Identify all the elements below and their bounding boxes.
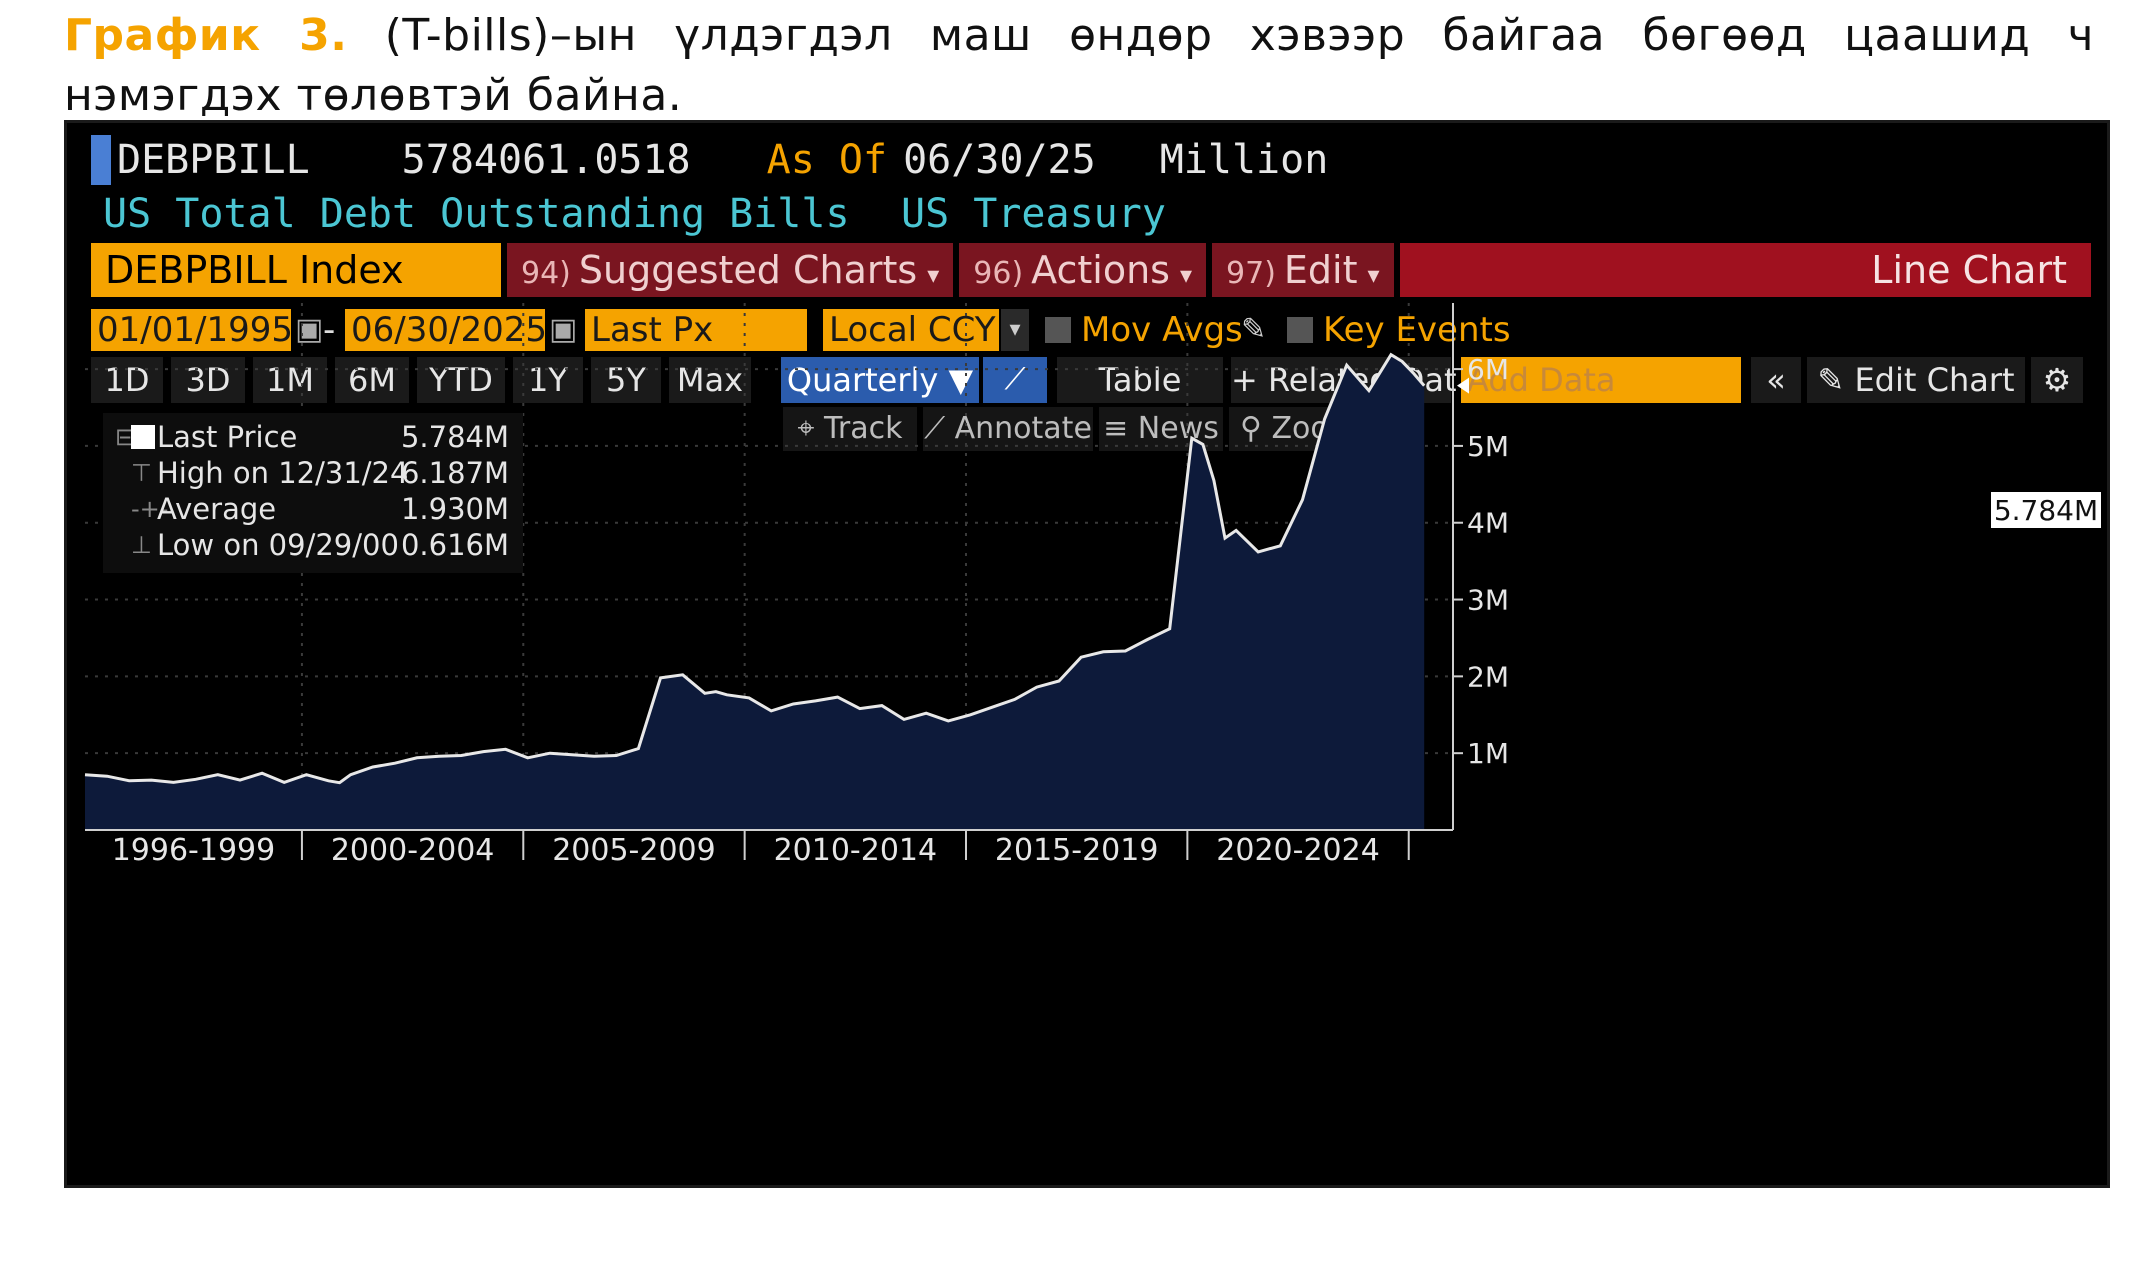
legend-row-high: ⊤ High on 12/31/24 6.187M — [115, 455, 515, 491]
edit-button[interactable]: 97) Edit ▾ — [1212, 243, 1394, 297]
chart-type-label: Line Chart — [1399, 243, 2091, 297]
suggested-label: Suggested Charts — [578, 248, 918, 292]
series-area — [85, 354, 1425, 830]
date-dash: - — [323, 310, 336, 350]
legend-low-label: Low on 09/29/00 — [157, 528, 399, 562]
period-max[interactable]: Max — [669, 357, 751, 403]
edit-chart-button[interactable]: ✎ Edit Chart — [1807, 357, 2025, 403]
add-data-input[interactable]: Add Data — [1461, 357, 1741, 403]
x-tick-label: 2000-2004 — [331, 833, 495, 868]
terminal-window: DEBPBILL 5784061.0518 As Of 06/30/25 Million… — [64, 120, 2110, 1188]
period-6m[interactable]: 6M — [335, 357, 409, 403]
last-value-marker — [1457, 377, 1469, 394]
series-description: US Total Debt Outstanding Bills — [103, 191, 850, 237]
caption-text: (T-bills)–ын үлдэгдэл маш өндөр хэвээр б… — [64, 10, 2094, 121]
chart-plot: 1M 2M 3M 4M 5M 6M 1996-1999 2000-2004 2005-2009 2… — [84, 303, 1509, 868]
calendar-icon[interactable]: ▣ — [549, 312, 578, 347]
y-tick-label: 2M — [1467, 660, 1509, 693]
last-value: 5784061.0518 — [401, 137, 691, 183]
period-5y[interactable]: 5Y — [591, 357, 661, 403]
period-ytd[interactable]: YTD — [417, 357, 505, 403]
security-header: DEBPBILL 5784061.0518 As Of 06/30/25 Million — [91, 135, 1328, 185]
x-tick-label: 2010-2014 — [774, 833, 938, 868]
period-1y[interactable]: 1Y — [513, 357, 583, 403]
legend-last-label: Last Price — [157, 420, 298, 454]
figure-caption: График 3. (T-bills)–ын үлдэгдэл маш өндө… — [64, 6, 2094, 126]
actions-num: 96) — [973, 256, 1024, 291]
edit-num: 97) — [1226, 256, 1276, 291]
caret-down-icon: ▾ — [927, 261, 940, 289]
y-tick-label: 1M — [1467, 737, 1509, 770]
track-button[interactable]: ⌖ Track — [783, 407, 917, 451]
period-bar: 1D 3D 1M 6M YTD 1Y 5Y Max Quarterly ▼ ⟋ … — [91, 357, 2101, 403]
annotate-button[interactable]: ⟋ Annotate — [923, 407, 1093, 451]
legend-high-label: High on 12/31/24 — [157, 456, 409, 490]
mov-avgs-label: Mov Avgs — [1081, 310, 1243, 350]
ticker-field[interactable]: DEBPBILL Index — [91, 243, 501, 297]
period-1m[interactable]: 1M — [253, 357, 327, 403]
y-tick-label: 5M — [1467, 430, 1509, 463]
x-tick-label: 1996-1999 — [112, 833, 276, 868]
series-line — [84, 352, 1426, 785]
as-of-date: 06/30/25 — [903, 137, 1096, 183]
legend-average-value: 1.930M — [400, 492, 509, 526]
news-button[interactable]: ≡ News — [1099, 407, 1223, 451]
y-tick-label: 3M — [1467, 584, 1509, 617]
actions-label: Actions — [1031, 248, 1170, 292]
dropdown-arrow-icon[interactable]: ▾ — [1001, 309, 1029, 351]
x-tick-label: 2020-2024 — [1216, 833, 1380, 868]
caret-down-icon: ▾ — [1367, 261, 1380, 289]
collapse-icon[interactable]: « — [1751, 357, 1801, 403]
series-source: US Treasury — [901, 191, 1166, 237]
edit-label: Edit — [1283, 248, 1358, 292]
caret-down-icon: ▾ — [1179, 261, 1193, 289]
pencil-icon[interactable]: ✎ — [1241, 312, 1267, 347]
currency-select[interactable]: Local CCY — [823, 309, 999, 351]
line-chart-icon[interactable]: ⟋ — [983, 357, 1047, 403]
last-value-tag: 5.784M — [1990, 491, 2102, 529]
actions-button[interactable]: 96) Actions ▾ — [959, 243, 1207, 297]
start-date-input[interactable]: 01/01/1995 — [91, 309, 293, 351]
function-toolbar: DEBPBILL Index 94) Suggested Charts ▾ 96) A… — [91, 243, 2091, 297]
calendar-icon[interactable]: ▣ — [295, 312, 324, 347]
suggested-charts-button[interactable]: 94) Suggested Charts ▾ — [507, 243, 954, 297]
y-tick-label: 4M — [1467, 507, 1509, 540]
legend-row-average: -+- Average 1.930M — [115, 491, 515, 527]
key-events-checkbox[interactable] — [1287, 317, 1313, 343]
unit-label: Million — [1159, 137, 1329, 183]
period-3d[interactable]: 3D — [171, 357, 245, 403]
as-of-label: As Of — [766, 137, 888, 183]
collapse-toggle-icon[interactable]: ⊟ — [115, 423, 136, 451]
x-tick-label: 2015-2019 — [995, 833, 1159, 868]
axes: 1M 2M 3M 4M 5M 6M 1996-1999 2000-2004 2005-2009 2… — [85, 303, 1509, 868]
x-tick-label: 2005-2009 — [552, 833, 716, 868]
legend-low-value: 0.616M — [400, 528, 509, 562]
legend-row-low: ⊥ Low on 09/29/00 0.616M — [115, 527, 515, 563]
chart-legend: ⊟ Last Price 5.784M ⊤ High on 12/31/24 6.187… — [103, 413, 523, 573]
low-marker-icon: ⊥ — [131, 531, 152, 559]
key-events-label: Key Events — [1323, 310, 1511, 350]
ticker-code: DEBPBILL — [117, 137, 310, 183]
header-color-block — [91, 135, 111, 185]
mov-avgs-checkbox[interactable] — [1045, 317, 1071, 343]
end-date-input[interactable]: 06/30/2025 — [345, 309, 547, 351]
legend-last-value: 5.784M — [400, 420, 509, 454]
suggested-num: 94) — [521, 256, 571, 291]
legend-row-last: ⊟ Last Price 5.784M — [115, 419, 515, 455]
high-marker-icon: ⊤ — [131, 459, 152, 487]
average-marker-icon: -+- — [131, 495, 169, 523]
legend-average-label: Average — [157, 492, 277, 526]
legend-high-value: 6.187M — [400, 456, 509, 490]
table-button[interactable]: Table — [1057, 357, 1223, 403]
frequency-select[interactable]: Quarterly ▼ — [781, 357, 979, 403]
gear-icon[interactable]: ⚙ — [2031, 357, 2083, 403]
caption-label: График 3. — [64, 10, 348, 61]
series-swatch — [131, 425, 155, 449]
period-1d[interactable]: 1D — [91, 357, 163, 403]
y-tick-label: 6M — [1467, 353, 1509, 386]
field-select[interactable]: Last Px — [585, 309, 807, 351]
